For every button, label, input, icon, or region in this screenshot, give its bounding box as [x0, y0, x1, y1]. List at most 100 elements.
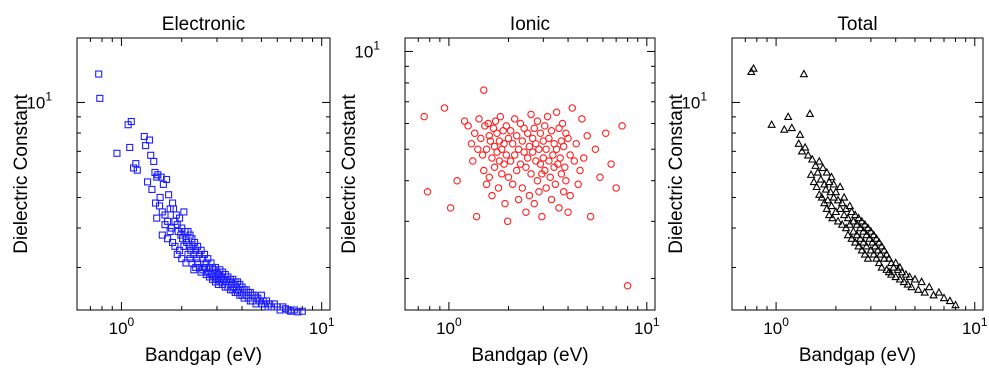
data-point [484, 119, 492, 128]
data-point [495, 157, 504, 165]
data-point [478, 151, 487, 159]
data-point [779, 124, 789, 133]
data-point [185, 242, 193, 250]
data-point [153, 173, 161, 181]
data-point [501, 199, 509, 208]
data-point [824, 177, 834, 186]
x-axis-label: Bandgap (eV) [145, 345, 262, 366]
data-point [917, 277, 926, 286]
data-point [549, 151, 557, 159]
data-point [143, 178, 152, 186]
data-point [824, 210, 834, 219]
data-point [564, 134, 572, 143]
data-point [522, 163, 530, 172]
data-point [523, 129, 532, 138]
data-point [547, 127, 556, 135]
panel-total: 100 101 101 Total Bandgap (eV) Dielectric Con… [666, 14, 988, 366]
data-point [510, 115, 519, 123]
data-point [186, 231, 194, 239]
data-point [287, 307, 295, 315]
data-point [837, 219, 847, 228]
data-point [512, 166, 521, 175]
data-point [150, 157, 158, 166]
data-point [787, 123, 797, 132]
data-point [749, 63, 758, 72]
data-point [574, 180, 582, 189]
data-point [797, 146, 807, 155]
data-point [555, 124, 563, 133]
data-point [839, 192, 849, 201]
panel-electronic: 100 101 101 Electronic Bandgap (eV) Dielectri… [11, 14, 335, 366]
data-point [907, 282, 916, 291]
data-point [554, 160, 562, 168]
data-point [485, 173, 494, 181]
data-point [874, 237, 884, 246]
data-point [566, 191, 574, 200]
x-tick-label: 100 [763, 315, 789, 338]
y-axis-label: Dielectric Constant [11, 94, 32, 254]
data-point [874, 258, 884, 267]
data-point [564, 208, 572, 216]
panel-title: Ionic [510, 14, 550, 35]
data-point [127, 117, 135, 126]
data-point [494, 184, 503, 192]
data-point [96, 94, 104, 102]
data-point [862, 241, 871, 250]
data-point [884, 253, 894, 262]
data-point [545, 134, 553, 143]
data-point [542, 184, 550, 192]
data-point [860, 249, 870, 258]
data-point [899, 277, 909, 286]
data-point [826, 187, 835, 196]
data-point [860, 219, 870, 228]
data-point [538, 212, 546, 221]
data-point [835, 182, 845, 191]
data-point [523, 154, 532, 162]
data-point [895, 274, 905, 283]
data-point [480, 166, 488, 175]
data-point [618, 122, 626, 130]
data-point [863, 253, 873, 262]
data-point [854, 241, 863, 250]
data-point [546, 173, 554, 181]
data-point [866, 226, 876, 235]
data-point [591, 145, 600, 153]
data-point [183, 238, 191, 247]
data-point [506, 157, 515, 165]
data-point [579, 154, 588, 162]
data-point [876, 249, 885, 258]
data-point [502, 151, 511, 159]
data-point [866, 245, 876, 254]
data-point [859, 237, 868, 246]
data-point [516, 119, 525, 128]
data-point [533, 117, 542, 125]
data-point [901, 269, 911, 278]
y-axis-label: Dielectric Constant [339, 94, 360, 254]
x-tick-label: 101 [309, 315, 335, 338]
data-point [882, 249, 891, 258]
data-point [500, 160, 508, 168]
data-point [522, 208, 530, 216]
data-point [857, 245, 867, 254]
data-point [527, 170, 535, 178]
data-point [570, 157, 579, 165]
data-point [831, 187, 841, 196]
data-point [813, 167, 823, 176]
data-point [474, 145, 482, 153]
data-point [504, 173, 513, 181]
data-point [147, 151, 155, 159]
data-point [839, 210, 849, 219]
y-tick-label: 101 [681, 89, 707, 112]
data-point [879, 253, 889, 262]
data-point [545, 157, 553, 165]
data-point [568, 104, 576, 112]
data-point [951, 300, 960, 309]
data-point [446, 204, 455, 212]
data-point [532, 157, 540, 165]
data-point [173, 250, 181, 258]
data-point [532, 139, 540, 148]
data-point [854, 213, 863, 222]
data-point [872, 253, 881, 262]
data-point [508, 180, 517, 189]
data-point [566, 151, 574, 159]
